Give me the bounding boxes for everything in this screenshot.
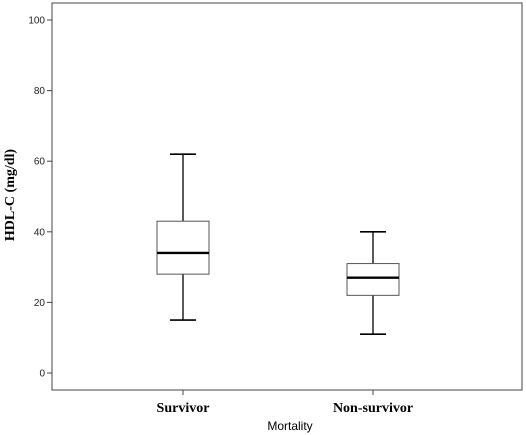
x-category-label: Non-survivor [333, 401, 413, 416]
x-category-label: Survivor [157, 401, 210, 416]
y-axis-label: HDL-C (mg/dl) [3, 149, 18, 242]
box-survivor [156, 153, 210, 321]
y-tick-label: 20 [34, 298, 46, 309]
plot-frame [51, 2, 523, 391]
y-tick-label: 100 [28, 16, 45, 27]
y-tick-label: 40 [34, 227, 46, 238]
y-tick-label: 60 [34, 157, 46, 168]
iqr-box [346, 263, 400, 296]
y-axis: 0 20 40 60 80 100 [28, 16, 52, 380]
x-axis: Survivor Non-survivor [157, 390, 413, 416]
y-tick-label: 80 [34, 86, 46, 97]
y-tick-label: 0 [39, 369, 45, 380]
x-axis-label: Mortality [267, 419, 312, 433]
boxes-layer [156, 153, 400, 335]
box-non-survivor [346, 231, 400, 335]
iqr-box [156, 220, 210, 275]
